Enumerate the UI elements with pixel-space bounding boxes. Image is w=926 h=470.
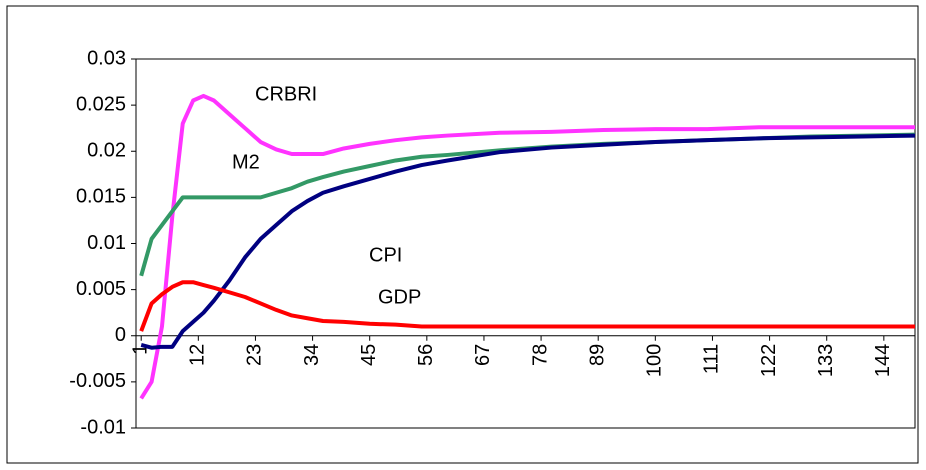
x-tick-label: 100 xyxy=(644,344,666,377)
y-tick-label: 0.025 xyxy=(76,93,126,115)
x-tick-label: 133 xyxy=(815,344,837,377)
x-tick-label: 12 xyxy=(187,344,209,366)
chart-frame xyxy=(6,5,919,464)
y-tick-label: -0.01 xyxy=(80,416,126,438)
x-tick-label: 23 xyxy=(244,344,266,366)
x-tick-label: 144 xyxy=(872,344,894,377)
annotation: GDP xyxy=(378,286,421,308)
annotation: CPI xyxy=(369,244,402,266)
x-tick-label: 122 xyxy=(758,344,780,377)
series-line xyxy=(140,133,916,350)
x-tick-label: 89 xyxy=(586,344,608,366)
x-tick-label: 56 xyxy=(415,344,437,366)
y-tick-label: 0.015 xyxy=(76,186,126,208)
y-tick-label: 0 xyxy=(115,324,126,346)
y-tick-label: 0.005 xyxy=(76,278,126,300)
x-tick-label: 111 xyxy=(701,344,723,374)
x-tick-label: 1 xyxy=(129,344,151,355)
y-tick-label: 0.03 xyxy=(87,47,126,69)
annotation: M2 xyxy=(232,151,260,173)
x-tick-label: 67 xyxy=(472,344,494,366)
series-line xyxy=(139,93,915,400)
y-tick-label: 0.02 xyxy=(87,140,126,162)
y-tick-label: -0.005 xyxy=(69,370,126,392)
annotation: CRBRI xyxy=(255,83,317,105)
x-tick-label: 78 xyxy=(529,344,551,366)
y-tick-label: 0.01 xyxy=(87,232,126,254)
series-line xyxy=(139,280,915,332)
x-tick-label: 34 xyxy=(301,344,323,366)
x-tick-label: 45 xyxy=(358,344,380,366)
